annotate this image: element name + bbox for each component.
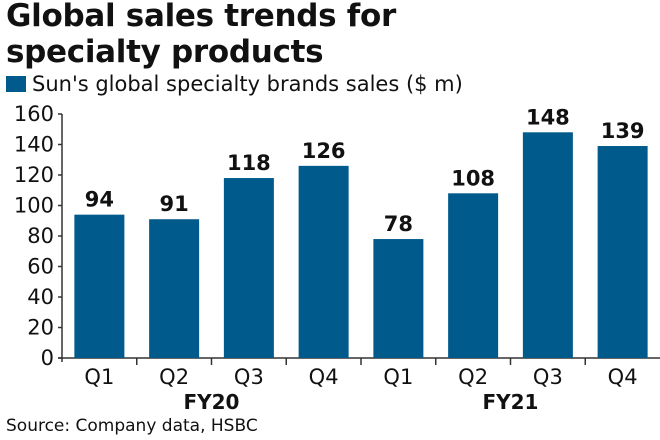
y-tick-label: 60 (27, 255, 54, 279)
x-tick-label: Q3 (533, 365, 563, 389)
y-tick-label: 40 (27, 285, 54, 309)
x-tick-label: Q4 (608, 365, 638, 389)
data-label: 108 (451, 166, 495, 190)
data-label: 94 (85, 188, 114, 212)
bar (298, 165, 349, 358)
x-tick-label: Q3 (234, 365, 264, 389)
data-label: 118 (227, 151, 271, 175)
y-tick-label: 0 (41, 346, 54, 370)
x-tick-label: Q2 (159, 365, 189, 389)
x-tick-label: Q1 (84, 365, 114, 389)
bar (223, 178, 274, 358)
data-label: 148 (526, 105, 570, 129)
y-tick-label: 100 (14, 194, 54, 218)
y-tick-label: 160 (14, 102, 54, 126)
y-tick-label: 80 (27, 224, 54, 248)
bar (149, 219, 200, 358)
data-label: 139 (601, 119, 645, 143)
y-tick-label: 20 (27, 316, 54, 340)
bar (522, 132, 573, 358)
data-label: 91 (160, 192, 189, 216)
legend: Sun's global specialty brands sales ($ m… (6, 72, 463, 96)
group-label: FY21 (483, 390, 539, 414)
legend-label: Sun's global specialty brands sales ($ m… (32, 72, 463, 96)
y-tick-label: 140 (14, 133, 54, 157)
x-tick-label: Q4 (309, 365, 339, 389)
bar (373, 239, 424, 358)
y-tick-label: 120 (14, 163, 54, 187)
bar (74, 214, 125, 358)
title-line-2: specialty products (6, 34, 324, 70)
title-line-1: Global sales trends for (6, 0, 396, 34)
group-label: FY20 (184, 390, 240, 414)
data-label: 78 (384, 212, 413, 236)
legend-swatch (6, 76, 26, 92)
x-tick-label: Q2 (458, 365, 488, 389)
bar (597, 146, 648, 358)
data-label: 126 (302, 139, 346, 163)
x-tick-label: Q1 (383, 365, 413, 389)
source-note: Source: Company data, HSBC (6, 416, 258, 436)
chart-title: Global sales trends for specialty produc… (6, 0, 396, 70)
bar (448, 193, 499, 358)
